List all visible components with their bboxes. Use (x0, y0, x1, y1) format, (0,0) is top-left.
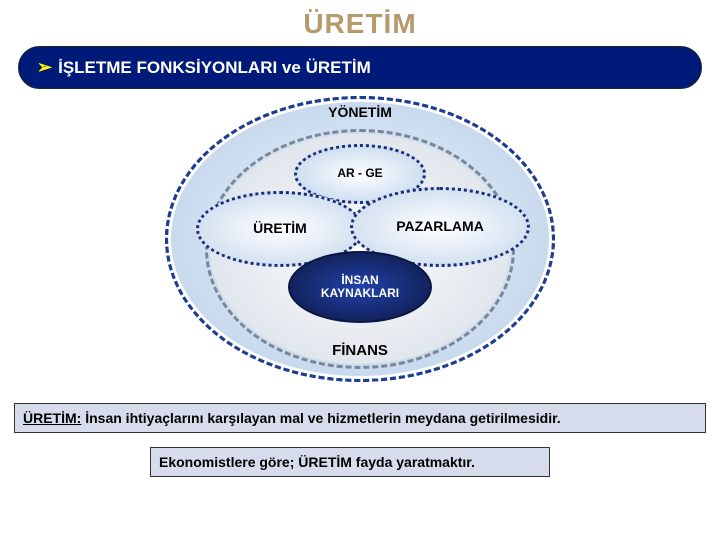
footer-economists: Ekonomistlere göre; ÜRETİM fayda yaratma… (150, 447, 550, 477)
uretim-label: ÜRETİM (249, 219, 311, 238)
pazarlama-label: PAZARLAMA (392, 217, 488, 236)
banner: ➢ İŞLETME FONKSİYONLARI ve ÜRETİM (18, 46, 702, 89)
finans-label: FİNANS (332, 342, 388, 359)
arge-label: AR - GE (333, 165, 386, 182)
page-title: ÜRETİM (0, 8, 720, 40)
banner-arrow-icon: ➢ (37, 57, 52, 78)
insan-kaynaklari-node: İNSAN KAYNAKLARI (288, 251, 432, 323)
yonetim-label: YÖNETİM (328, 104, 392, 120)
footer-prefix: ÜRETİM: (23, 410, 81, 426)
footer-definition: ÜRETİM: İnsan ihtiyaçlarını karşılayan m… (14, 403, 706, 433)
insan-kaynaklari-label: İNSAN KAYNAKLARI (317, 272, 403, 302)
footer-rest: İnsan ihtiyaçlarını karşılayan mal ve hi… (81, 410, 560, 426)
banner-text: İŞLETME FONKSİYONLARI ve ÜRETİM (58, 58, 371, 78)
diagram-container: YÖNETİM FİNANS AR - GE ÜRETİM PAZARLAMA İNSAN… (0, 89, 720, 399)
